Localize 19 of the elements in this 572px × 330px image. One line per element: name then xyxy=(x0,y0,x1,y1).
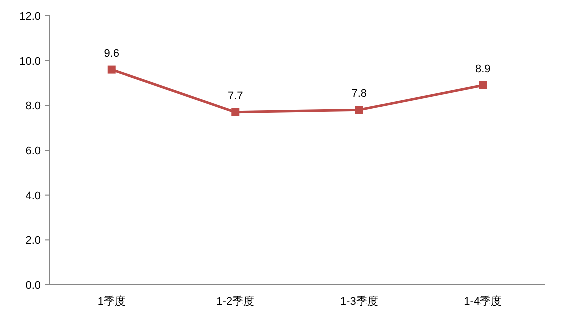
y-tick-label: 8.0 xyxy=(26,100,41,113)
y-tick-label: 12.0 xyxy=(20,11,41,23)
y-tick-label: 0.0 xyxy=(26,280,41,292)
point xyxy=(479,81,488,90)
x-tick-label: 1季度 xyxy=(98,295,126,308)
point xyxy=(108,66,116,74)
data-label: 8.9 xyxy=(475,63,491,76)
data-label: 7.7 xyxy=(228,90,244,102)
y-tick-label: 4.0 xyxy=(26,190,41,202)
data-label: 9.6 xyxy=(104,48,120,60)
data-label: 7.8 xyxy=(352,88,368,100)
x-tick-label: 1-3季度 xyxy=(340,295,378,308)
x-tick-label: 1-2季度 xyxy=(216,295,255,308)
y-tick-label: 6.0 xyxy=(26,146,41,158)
y-tick-label: 10.0 xyxy=(20,56,41,68)
point xyxy=(355,106,364,114)
y-tick-label: 2.0 xyxy=(26,235,41,248)
x-tick-label: 1-4季度 xyxy=(464,295,502,308)
point xyxy=(232,108,240,116)
